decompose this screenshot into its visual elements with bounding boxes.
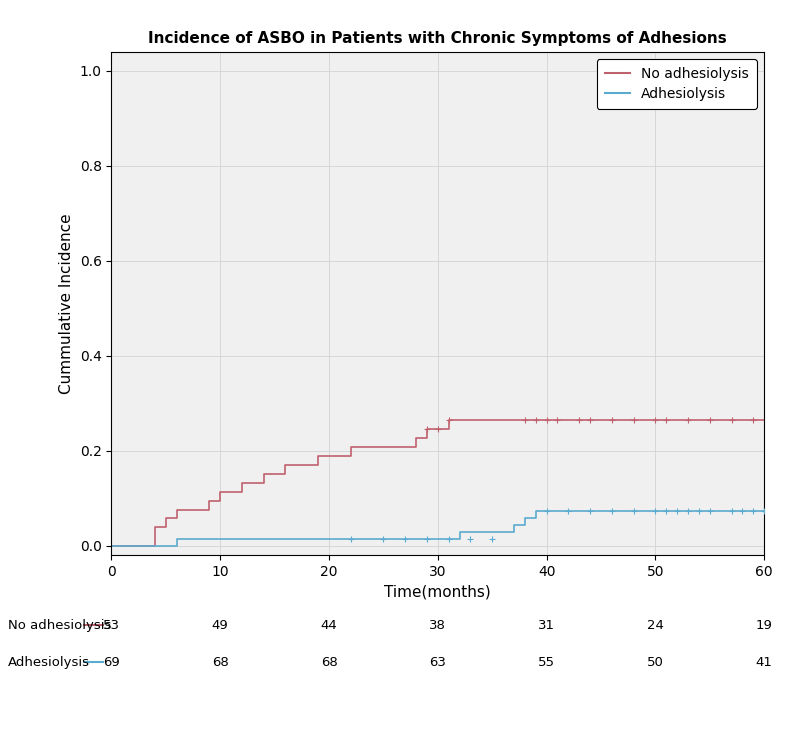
Point <box>562 505 575 517</box>
Point <box>671 505 684 517</box>
Text: 41: 41 <box>755 656 773 669</box>
Text: No adhesiolysis: No adhesiolysis <box>8 619 111 632</box>
Text: 31: 31 <box>538 619 555 632</box>
Point <box>606 505 618 517</box>
Text: 49: 49 <box>212 619 228 632</box>
Point <box>704 505 716 517</box>
Point <box>529 414 542 426</box>
Point <box>486 533 498 545</box>
Point <box>518 414 531 426</box>
Point <box>725 414 738 426</box>
Text: 44: 44 <box>321 619 338 632</box>
Text: 53: 53 <box>103 619 120 632</box>
Text: 69: 69 <box>103 656 120 669</box>
Point <box>681 414 694 426</box>
Point <box>649 414 661 426</box>
Point <box>627 505 640 517</box>
Text: 68: 68 <box>321 656 338 669</box>
Point <box>660 414 673 426</box>
Point <box>704 414 716 426</box>
Point <box>736 505 749 517</box>
Point <box>583 505 596 517</box>
Point <box>399 533 412 545</box>
Point <box>420 423 433 435</box>
Point <box>627 414 640 426</box>
Point <box>573 414 586 426</box>
Point <box>464 533 477 545</box>
Point <box>606 414 618 426</box>
Point <box>540 414 553 426</box>
Point <box>443 414 455 426</box>
Point <box>431 423 444 435</box>
X-axis label: Time(months): Time(months) <box>384 585 491 599</box>
Text: Adhesiolysis: Adhesiolysis <box>8 656 90 669</box>
Point <box>649 505 661 517</box>
Point <box>583 414 596 426</box>
Text: 38: 38 <box>429 619 447 632</box>
Text: 24: 24 <box>647 619 664 632</box>
Point <box>681 505 694 517</box>
Text: 50: 50 <box>647 656 664 669</box>
Point <box>377 533 390 545</box>
Title: Incidence of ASBO in Patients with Chronic Symptoms of Adhesions: Incidence of ASBO in Patients with Chron… <box>148 32 728 47</box>
Legend: No adhesiolysis, Adhesiolysis: No adhesiolysis, Adhesiolysis <box>597 58 757 109</box>
Point <box>747 414 759 426</box>
Text: 63: 63 <box>429 656 447 669</box>
Point <box>443 533 455 545</box>
Point <box>725 505 738 517</box>
Point <box>747 505 759 517</box>
Point <box>551 414 564 426</box>
Text: 19: 19 <box>755 619 773 632</box>
Point <box>693 505 705 517</box>
Point <box>758 505 771 517</box>
Text: 55: 55 <box>538 656 555 669</box>
Text: 68: 68 <box>212 656 228 669</box>
Point <box>660 505 673 517</box>
Point <box>345 533 357 545</box>
Point <box>540 505 553 517</box>
Y-axis label: Cummulative Incidence: Cummulative Incidence <box>59 213 74 394</box>
Point <box>420 533 433 545</box>
